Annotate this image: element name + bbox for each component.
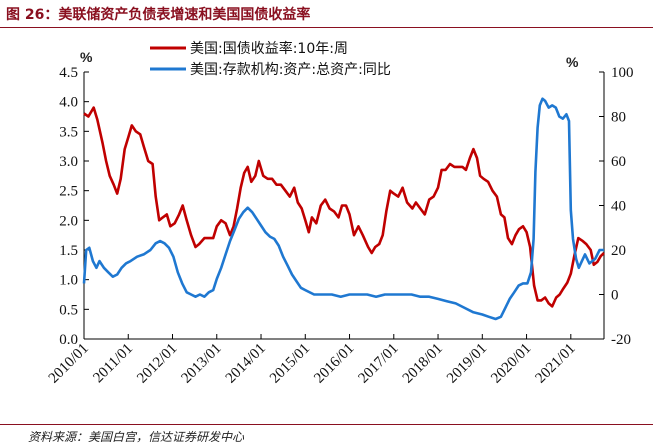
left-tick-label: 3.5	[59, 124, 78, 140]
x-tick-label: 2020/01	[488, 341, 534, 387]
assets-series-line	[82, 97, 604, 321]
x-tick-label: 2019/01	[444, 341, 490, 387]
source-rule	[0, 424, 653, 425]
left-tick-label: 0.5	[59, 302, 78, 318]
right-tick-label: 20	[611, 243, 626, 259]
legend-label-yield: 美国:国债收益率:10年:周	[190, 40, 348, 57]
left-axis-unit: %	[80, 49, 93, 65]
right-tick-label: 100	[611, 65, 634, 81]
x-tick-label: 2015/01	[267, 341, 313, 387]
right-tick-label: -20	[611, 332, 631, 348]
legend-label-assets: 美国:存款机构:资产:总资产:同比	[190, 62, 391, 78]
chart-legend: 美国:国债收益率:10年:周 美国:存款机构:资产:总资产:同比	[150, 40, 391, 78]
x-tick-label: 2018/01	[400, 341, 446, 387]
figure-title: 图 26：美联储资产负债表增速和美国国债收益率	[6, 7, 311, 23]
left-tick-label: 1.0	[59, 273, 78, 289]
right-tick-label: 60	[611, 154, 626, 170]
left-tick-label: 4.5	[59, 65, 78, 81]
right-y-axis: -20 0 20 40 60 80 100	[599, 65, 634, 348]
x-axis: 2010/012011/012012/012013/012014/012015/…	[46, 334, 579, 387]
left-tick-label: 3.0	[59, 154, 78, 170]
left-tick-label: 2.5	[59, 184, 78, 200]
left-tick-label: 4.0	[59, 95, 78, 111]
left-tick-label: 0.0	[59, 332, 78, 348]
source-note: 资料来源：美国白宫，信达证券研发中心	[28, 430, 245, 444]
right-axis-unit: %	[566, 54, 579, 70]
right-tick-label: 0	[611, 288, 619, 304]
left-y-axis: 0.0 0.5 1.0 1.5 2.0 2.5 3.0 3.5 4.0 4.5	[59, 65, 89, 348]
right-tick-label: 80	[611, 110, 626, 126]
x-tick-label: 2011/01	[90, 341, 136, 387]
x-tick-label: 2017/01	[356, 341, 402, 387]
yield-series-line	[83, 106, 605, 308]
left-tick-label: 1.5	[59, 243, 78, 259]
x-tick-label: 2016/01	[311, 341, 357, 387]
x-tick-label: 2021/01	[533, 341, 579, 387]
x-tick-label: 2013/01	[179, 341, 225, 387]
left-tick-label: 2.0	[59, 213, 78, 229]
series-lines	[82, 97, 605, 321]
x-tick-label: 2012/01	[134, 341, 180, 387]
x-tick-label: 2014/01	[223, 341, 269, 387]
title-rule	[0, 27, 653, 28]
right-tick-label: 40	[611, 199, 626, 215]
